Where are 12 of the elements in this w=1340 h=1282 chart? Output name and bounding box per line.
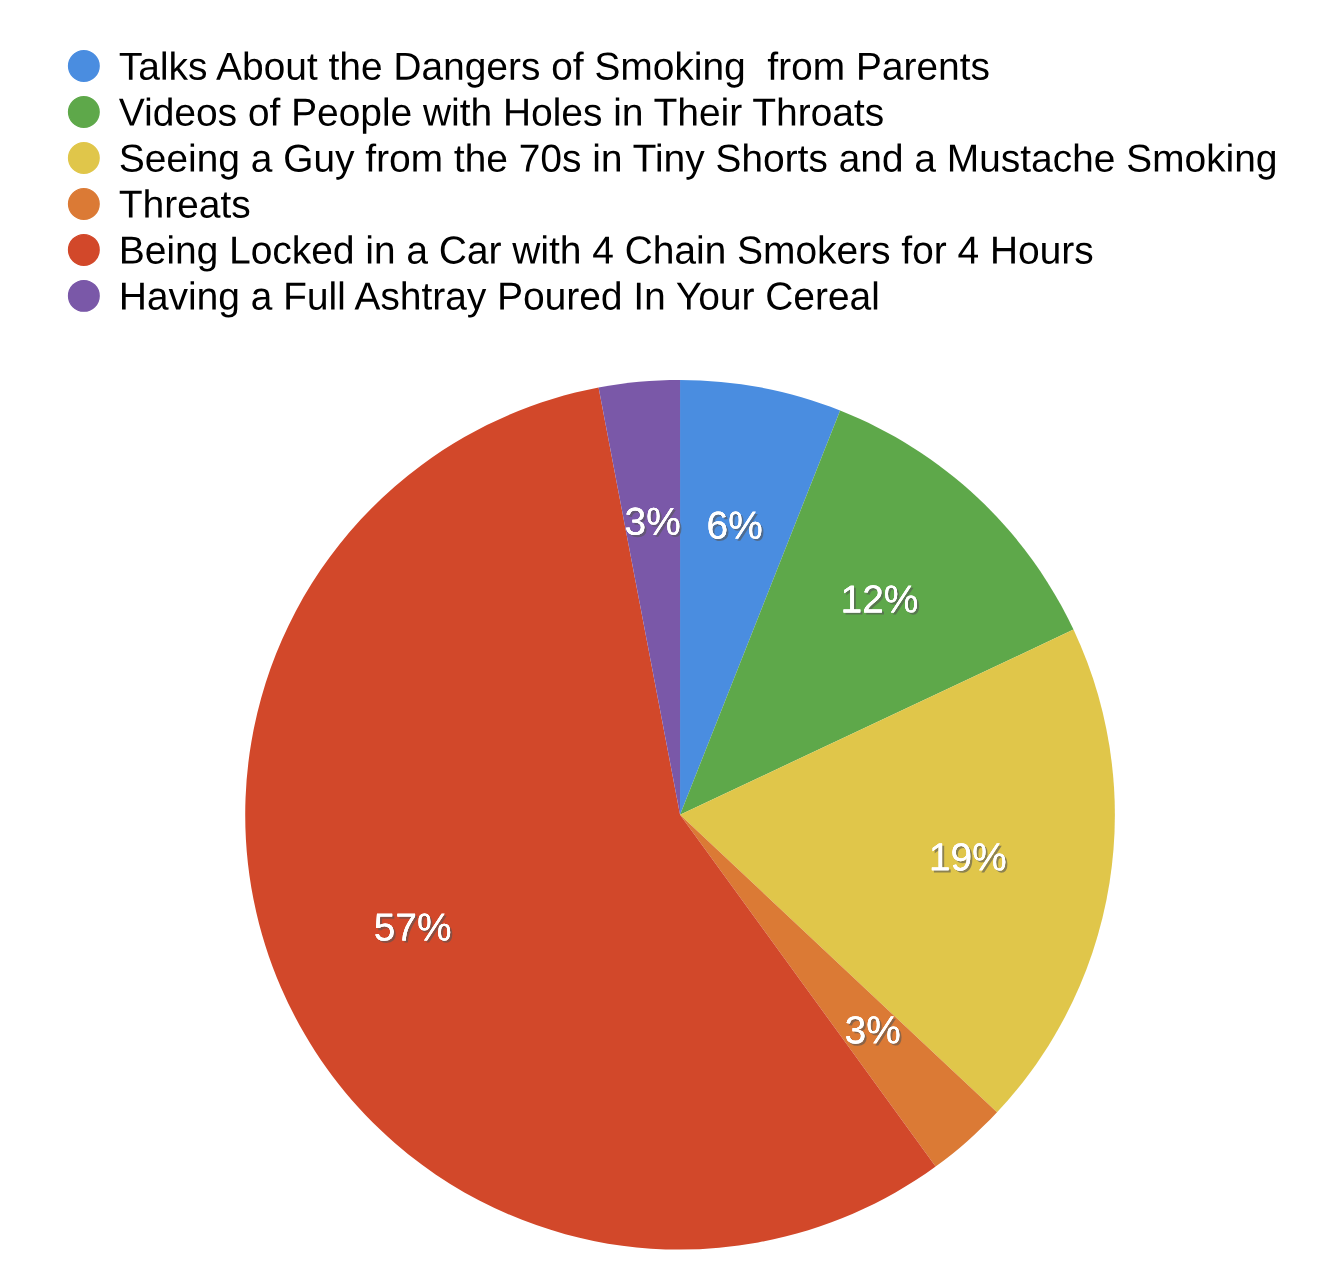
data-label: 57% [375,913,453,943]
legend-label: Seeing a Guy from the 70s in Tiny Shorts and a Mustache Smoking [120,143,1275,180]
legend-label: Being Locked in a Car with 4 Chain Smokers for 4 Hours [122,235,1093,272]
data-label: 19% [931,843,1008,873]
legend-label: Threats [119,189,250,218]
data-label: 12% [843,585,920,615]
legend-label: Having a Full Ashtray Poured In Your Cereal [122,281,878,318]
legend-label: Videos of People with Holes in Their Throats [119,97,883,134]
data-label: 3% [626,507,682,538]
legend-label: Talks About the Dangers of Smoking from Parents [119,51,989,88]
data-label: 6% [708,511,764,542]
data-label: 3% [846,1016,902,1046]
